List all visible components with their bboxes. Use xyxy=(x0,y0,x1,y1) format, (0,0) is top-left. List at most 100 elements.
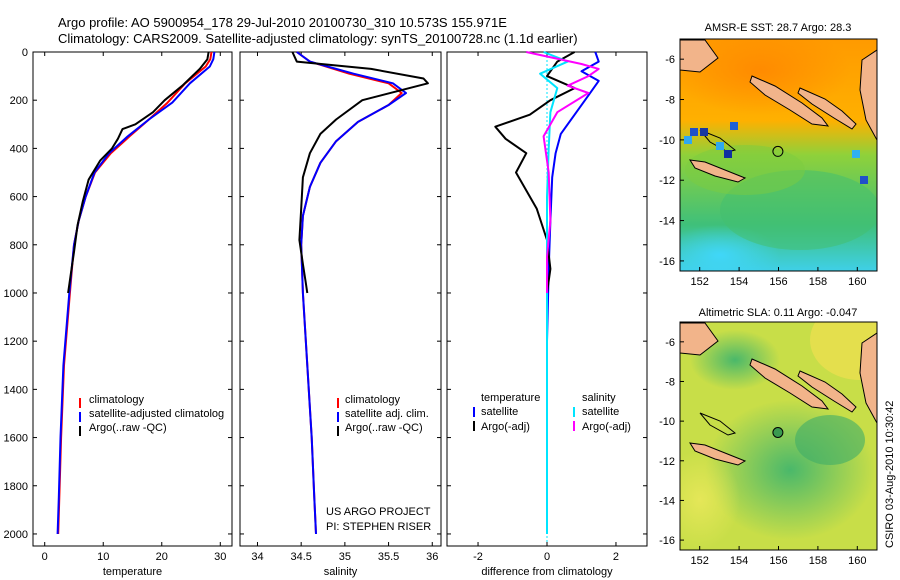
legend-title-salinity: salinity xyxy=(582,392,616,404)
land-mass xyxy=(689,442,747,466)
sst-pixel xyxy=(716,142,724,150)
sla-low-patch xyxy=(795,415,865,465)
y-tick-label: -6 xyxy=(665,54,675,66)
sla-high-patch xyxy=(680,450,740,550)
legend-label: climatology xyxy=(345,394,401,406)
land-mass xyxy=(859,332,877,424)
x-tick-label: 158 xyxy=(809,276,827,288)
x-tick-label: 20 xyxy=(156,551,168,563)
land-mass xyxy=(859,49,877,141)
y-tick-label: -6 xyxy=(665,337,675,349)
x-tick-label: 0 xyxy=(544,551,550,563)
series-line-salinity-argo-adj- xyxy=(526,51,600,293)
land-mass xyxy=(689,159,747,183)
sst-pixel xyxy=(724,150,732,158)
series-line-temperature-argo-adj- xyxy=(494,51,576,294)
y-tick-label: 2000 xyxy=(4,529,28,541)
y-tick-label: 400 xyxy=(10,143,28,155)
land-mass xyxy=(797,87,857,130)
x-tick-label: 152 xyxy=(691,555,709,567)
y-tick-label: 1400 xyxy=(4,384,28,396)
x-tick-label: 156 xyxy=(769,555,787,567)
legend-label: Argo(..raw -QC) xyxy=(89,422,167,434)
land-mass xyxy=(680,39,719,73)
sla-map-image xyxy=(680,322,877,550)
x-tick-label: 152 xyxy=(691,276,709,288)
sst-pixel xyxy=(700,128,708,136)
legend-label: satellite xyxy=(481,406,518,418)
y-tick-label: -12 xyxy=(659,175,675,187)
x-tick-label: 30 xyxy=(214,551,226,563)
legend-label: satellite adj. clim. xyxy=(345,408,429,420)
sst-pixel xyxy=(860,176,868,184)
series-line-salinity-satellite xyxy=(539,51,569,534)
x-tick-label: 35.5 xyxy=(378,551,399,563)
series-line-argo xyxy=(291,51,429,294)
x-tick-label: -2 xyxy=(473,551,483,563)
y-tick-label: -14 xyxy=(659,216,675,228)
land-mass xyxy=(749,75,830,127)
land-mass xyxy=(749,358,830,410)
x-tick-label: 160 xyxy=(848,555,866,567)
sst-pixel xyxy=(684,136,692,144)
x-tick-label: 154 xyxy=(730,555,748,567)
sla-argo-marker xyxy=(772,427,784,438)
coastline xyxy=(699,412,737,436)
legend-label: Argo(-adj) xyxy=(481,421,530,433)
x-tick-label: 158 xyxy=(809,555,827,567)
y-tick-label: -12 xyxy=(659,456,675,468)
legend-label: Argo(..raw -QC) xyxy=(345,422,423,434)
sst-map-image xyxy=(680,39,877,271)
legend-title-temperature: temperature xyxy=(481,392,540,404)
series-line-satellite xyxy=(296,51,407,535)
x-tick-label: 10 xyxy=(97,551,109,563)
sst-argo-marker xyxy=(772,145,784,157)
x-tick-label: 156 xyxy=(769,276,787,288)
temperature-panel: 0 10 20 30 0 200 400 600 800 1000 1200 1400 1600 1800… xyxy=(4,47,233,578)
land-mass xyxy=(680,322,719,356)
series-line-argo xyxy=(67,51,210,294)
plot-frame xyxy=(239,51,442,547)
y-tick-label: 1000 xyxy=(4,288,28,300)
series-line-satellite xyxy=(56,51,216,535)
sla-map-axes: 152 154 156 158 160 -6 -8 -10 -12 -14 -16 xyxy=(659,337,866,567)
y-tick-label: 0 xyxy=(22,47,28,59)
project-credit: US ARGO PROJECT PI: STEPHEN RISER xyxy=(326,506,431,533)
land-mass xyxy=(797,370,857,413)
sst-pixel xyxy=(690,128,698,136)
y-tick-label: 1600 xyxy=(4,433,28,445)
x-tick-label: 34.5 xyxy=(290,551,311,563)
legend-label: climatology xyxy=(89,394,145,406)
sst-pixel xyxy=(730,122,738,130)
sst-green-patch xyxy=(685,145,805,195)
y-tick-label: 600 xyxy=(10,192,28,204)
x-tick-label: 34 xyxy=(251,551,263,563)
x-axis-label: difference from climatology xyxy=(481,566,613,578)
y-tick-label: 1200 xyxy=(4,336,28,348)
y-tick-label: 200 xyxy=(10,95,28,107)
y-tick-label: 1800 xyxy=(4,481,28,493)
sst-pixel xyxy=(852,150,860,158)
y-tick-label: 800 xyxy=(10,240,28,252)
salinity-legend: climatology satellite adj. clim. Argo(..… xyxy=(337,394,429,436)
x-tick-label: 154 xyxy=(730,276,748,288)
x-axis-label: temperature xyxy=(103,566,162,578)
header-line1: Argo profile: AO 5900954_178 29-Jul-2010… xyxy=(58,15,507,30)
y-tick-label: -10 xyxy=(659,135,675,147)
x-tick-label: 36 xyxy=(426,551,438,563)
y-tick-label: -10 xyxy=(659,416,675,428)
legend-label: satellite-adjusted climatolog xyxy=(89,408,224,420)
sst-map-axes: 152 154 156 158 160 -6 -8 -10 -12 -14 -16 xyxy=(659,54,866,288)
legend-label: satellite xyxy=(582,406,619,418)
x-tick-label: 160 xyxy=(848,276,866,288)
x-axis-label: salinity xyxy=(324,566,358,578)
project-line2: PI: STEPHEN RISER xyxy=(326,521,431,533)
legend-label: Argo(-adj) xyxy=(582,421,631,433)
temperature-legend: climatology satellite-adjusted climatolo… xyxy=(79,394,224,436)
y-tick-label: -8 xyxy=(665,95,675,107)
y-tick-label: -8 xyxy=(665,376,675,388)
y-tick-label: -16 xyxy=(659,535,675,547)
sst-map-title: AMSR-E SST: 28.7 Argo: 28.3 xyxy=(705,22,852,34)
